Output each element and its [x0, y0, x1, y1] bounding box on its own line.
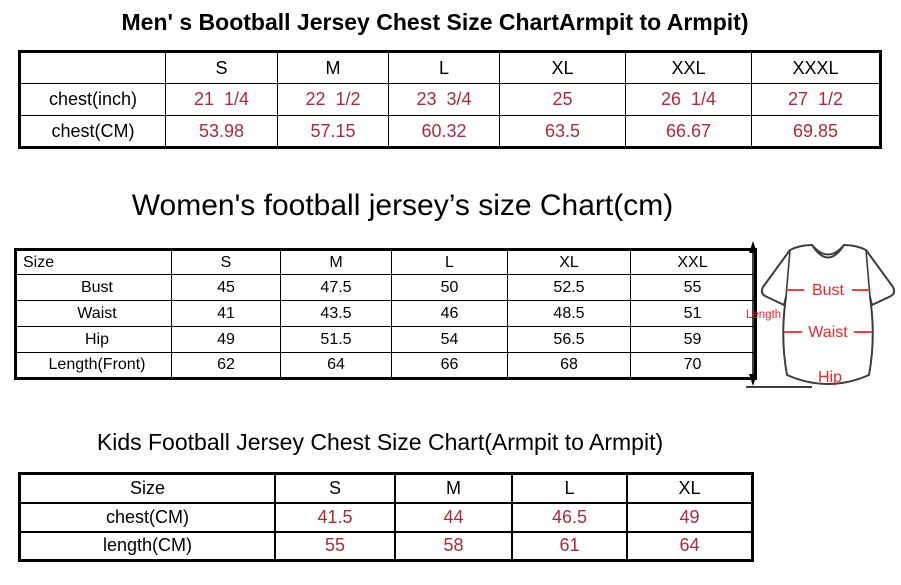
column-header: XL: [507, 249, 631, 275]
table-row: Hip 49 51.5 54 56.5 59: [15, 326, 756, 353]
column-header: L: [511, 472, 628, 504]
column-header: XL: [626, 472, 754, 504]
length-arrow-up-icon: [749, 241, 757, 253]
row-label: Waist: [15, 300, 172, 327]
value-cell: 43.5: [280, 300, 392, 327]
men-chart-title: Men' s Bootball Jersey Chest Size ChartA…: [121, 9, 749, 35]
value-cell: 49: [626, 501, 754, 533]
men-size-table: S M L XL XXL XXXL chest(inch) 21 1/4 22 1/2 23 3/…: [18, 50, 882, 149]
column-header: XXL: [625, 51, 752, 84]
column-header: M: [277, 51, 389, 84]
value-cell: 22 1/2: [277, 83, 389, 116]
table-row: chest(CM) 53.98 57.15 60.32 63.5 66.67 69.85: [19, 115, 881, 148]
value-cell: 58: [394, 530, 513, 562]
value-cell: 27 1/2: [751, 83, 881, 116]
value-cell: 48.5: [507, 300, 631, 327]
value-cell: 41.5: [274, 501, 396, 533]
value-cell: 21 1/4: [165, 83, 278, 116]
size-table: Size S M L XL XXL Bust 45 47.5 50 52.5 55 Waist 41 43.…: [14, 248, 757, 380]
row-label: chest(CM): [19, 115, 166, 148]
value-cell: 70: [630, 352, 756, 379]
length-arrow-down-icon: [749, 374, 757, 386]
value-cell: 62: [171, 352, 281, 379]
column-header: L: [388, 51, 500, 84]
row-label: chest(inch): [19, 83, 166, 116]
value-cell: 44: [394, 501, 513, 533]
tshirt-measurement-diagram: Length Bust Waist Hip: [740, 237, 901, 397]
value-cell: 63.5: [499, 115, 626, 148]
value-cell: 54: [391, 326, 508, 353]
kids-size-table: Size S M L XL chest(CM) 41.5 44 46.5 49 length(CM)…: [18, 472, 754, 562]
value-cell: 49: [171, 326, 281, 353]
value-cell: 55: [274, 530, 396, 562]
value-cell: 46.5: [511, 501, 628, 533]
table-row: Length(Front) 62 64 66 68 70: [15, 352, 756, 379]
column-header: Size: [18, 472, 276, 504]
column-header: S: [171, 249, 281, 275]
value-cell: 23 3/4: [388, 83, 500, 116]
length-label: Length: [746, 309, 781, 321]
table-row: Bust 45 47.5 50 52.5 55: [15, 274, 756, 301]
column-header: S: [165, 51, 278, 84]
value-cell: 53.98: [165, 115, 278, 148]
women-size-table: Size S M L XL XXL Bust 45 47.5 50 52.5 55 Waist 41 43.…: [14, 248, 757, 380]
column-header: XXL: [630, 249, 756, 275]
value-cell: 68: [507, 352, 631, 379]
size-table: Size S M L XL chest(CM) 41.5 44 46.5 49 length(CM)…: [18, 472, 754, 562]
value-cell: 47.5: [280, 274, 392, 301]
table-row: chest(CM) 41.5 44 46.5 49: [18, 501, 754, 533]
value-cell: 64: [626, 530, 754, 562]
column-header: XXXL: [751, 51, 881, 84]
column-header: M: [394, 472, 513, 504]
column-header: XL: [499, 51, 626, 84]
column-header: S: [274, 472, 396, 504]
waist-label: Waist: [808, 324, 848, 341]
column-header: Size: [15, 249, 172, 275]
hip-label: Hip: [818, 369, 842, 386]
value-cell: 61: [511, 530, 628, 562]
value-cell: 56.5: [507, 326, 631, 353]
column-header: [19, 51, 166, 84]
value-cell: 25: [499, 83, 626, 116]
value-cell: 26 1/4: [625, 83, 752, 116]
value-cell: 50: [391, 274, 508, 301]
tshirt-outline-icon: [760, 244, 896, 385]
value-cell: 55: [630, 274, 756, 301]
table-row: Waist 41 43.5 46 48.5 51: [15, 300, 756, 327]
value-cell: 64: [280, 352, 392, 379]
value-cell: 45: [171, 274, 281, 301]
value-cell: 51.5: [280, 326, 392, 353]
table-row: chest(inch) 21 1/4 22 1/2 23 3/4 25 26 1/4 27 …: [19, 83, 881, 116]
women-chart-title: Women's football jersey’s size Chart(cm): [131, 189, 674, 222]
column-header: L: [391, 249, 508, 275]
row-label: chest(CM): [18, 501, 276, 533]
column-header: M: [280, 249, 392, 275]
value-cell: 57.15: [277, 115, 389, 148]
value-cell: 66.67: [625, 115, 752, 148]
row-label: Bust: [15, 274, 172, 301]
tshirt-collar-line: [811, 244, 845, 259]
row-label: Length(Front): [15, 352, 172, 379]
value-cell: 59: [630, 326, 756, 353]
row-label: Hip: [15, 326, 172, 353]
value-cell: 60.32: [388, 115, 500, 148]
value-cell: 46: [391, 300, 508, 327]
size-table: S M L XL XXL XXXL chest(inch) 21 1/4 22 1/2 23 3/…: [18, 50, 882, 149]
table-row: length(CM) 55 58 61 64: [18, 530, 754, 562]
kids-chart-title: Kids Football Jersey Chest Size Chart(Ar…: [96, 429, 664, 455]
row-label: length(CM): [18, 530, 276, 562]
value-cell: 41: [171, 300, 281, 327]
value-cell: 51: [630, 300, 756, 327]
value-cell: 52.5: [507, 274, 631, 301]
value-cell: 66: [391, 352, 508, 379]
bust-label: Bust: [812, 282, 845, 299]
value-cell: 69.85: [751, 115, 881, 148]
